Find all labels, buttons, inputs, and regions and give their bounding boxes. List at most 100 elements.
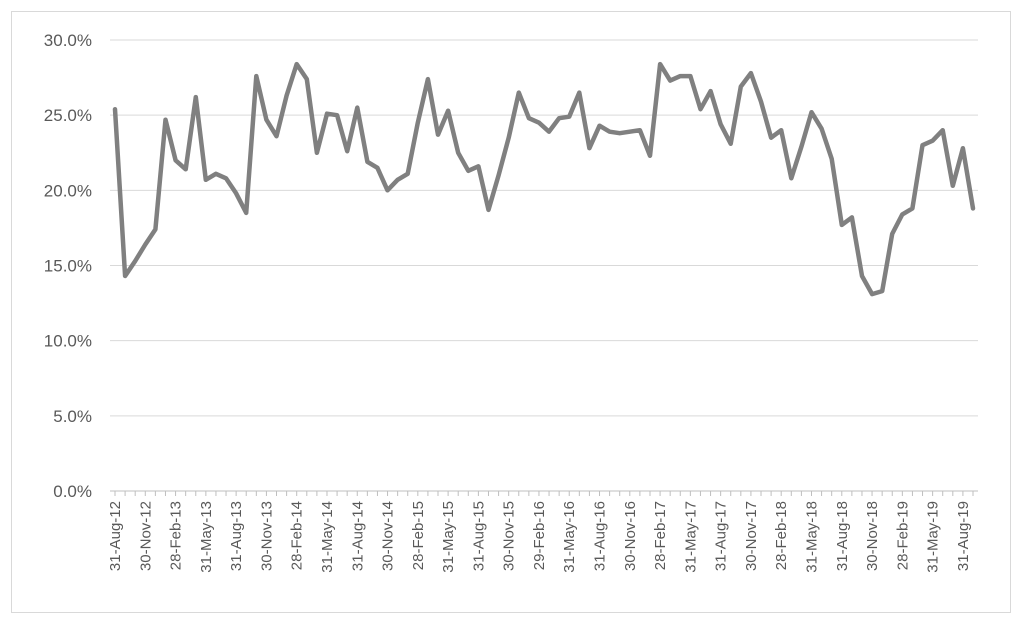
data-point [688,74,692,78]
x-tick-label: 31-Aug-16 [592,501,609,571]
data-point [648,154,652,158]
data-point [628,130,632,134]
data-point [921,143,925,147]
data-point [113,107,117,111]
x-axis: 31-Aug-12 30-Nov-12 28-Feb-13 31-May-13 31-A… [107,491,978,573]
data-point [365,160,369,164]
x-tick-label: 31-May-15 [440,501,457,573]
y-tick-label: 10.0% [44,332,92,351]
x-tick-label: 31-May-18 [803,501,820,573]
data-point [729,142,733,146]
data-point [517,91,521,95]
x-tick-label: 31-May-16 [561,501,578,573]
data-point [396,178,400,182]
y-tick-label: 25.0% [44,106,92,125]
data-point [194,95,198,99]
data-point [174,158,178,162]
data-point [961,146,965,150]
data-point [577,91,581,95]
y-tick-label: 5.0% [53,407,92,426]
data-point [406,172,410,176]
data-point [789,176,793,180]
x-tick-label: 28-Feb-18 [773,501,790,570]
x-tick-label: 31-May-13 [198,501,215,573]
data-point [840,223,844,227]
data-point [163,118,167,122]
data-point [850,215,854,219]
x-tick-label: 28-Feb-19 [894,501,911,570]
data-point [830,157,834,161]
x-tick-label: 30-Nov-13 [258,501,275,571]
data-point [143,242,147,246]
x-tick-label: 30-Nov-12 [137,501,154,571]
data-point [386,188,390,192]
data-point [941,128,945,132]
data-point [749,71,753,75]
data-point [466,169,470,173]
data-point [698,107,702,111]
y-axis: 0.0% 5.0% 10.0% 15.0% 20.0% 25.0% 30.0% [44,31,92,501]
data-point [436,133,440,137]
data-point [285,94,289,98]
series-line [115,64,973,294]
x-tick-label: 31-Aug-19 [955,501,972,571]
x-tick-label: 28-Feb-17 [652,501,669,570]
y-tick-label: 30.0% [44,31,92,50]
y-tick-label: 15.0% [44,257,92,276]
data-point [234,191,238,195]
x-tick-label: 30-Nov-18 [864,501,881,571]
data-point [315,151,319,155]
data-point [769,136,773,140]
x-tick-label: 29-Feb-16 [531,501,548,570]
x-tick-label: 31-May-17 [682,501,699,573]
x-tick-label: 31-Aug-17 [713,501,730,571]
x-tick-label: 31-Aug-18 [834,501,851,571]
x-tick-label: 31-Aug-14 [349,501,366,571]
data-point [658,62,662,66]
data-point [709,89,713,93]
data-point [305,77,309,81]
x-tick-label: 31-Aug-12 [107,501,124,571]
data-point [870,292,874,296]
data-point [860,274,864,278]
data-point [497,173,501,177]
data-point [567,115,571,119]
gridlines [110,40,978,416]
data-point [618,131,622,135]
data-point [214,172,218,176]
data-point [678,74,682,78]
data-point [133,259,137,263]
data-point [335,113,339,117]
data-point [254,74,258,78]
data-point [244,211,248,215]
data-point [486,208,490,212]
data-point [537,121,541,125]
series-layer [113,62,975,296]
data-point [446,109,450,113]
data-point [809,110,813,114]
data-point [668,79,672,83]
data-point [799,145,803,149]
data-point [880,289,884,293]
data-point [971,206,975,210]
x-tick-label: 28-Feb-14 [289,501,306,570]
data-point [951,184,955,188]
data-point [355,106,359,110]
data-point [375,166,379,170]
data-point [608,130,612,134]
x-tick-label: 31-Aug-13 [228,501,245,571]
data-point [204,178,208,182]
x-tick-label: 30-Nov-17 [743,501,760,571]
data-point [900,212,904,216]
data-point [275,134,279,138]
data-point [345,149,349,153]
data-point [931,139,935,143]
data-point [184,167,188,171]
y-tick-label: 0.0% [53,482,92,501]
y-tick-label: 20.0% [44,181,92,200]
data-point [123,274,127,278]
data-point [638,128,642,132]
data-point [264,118,268,122]
data-point [476,164,480,168]
